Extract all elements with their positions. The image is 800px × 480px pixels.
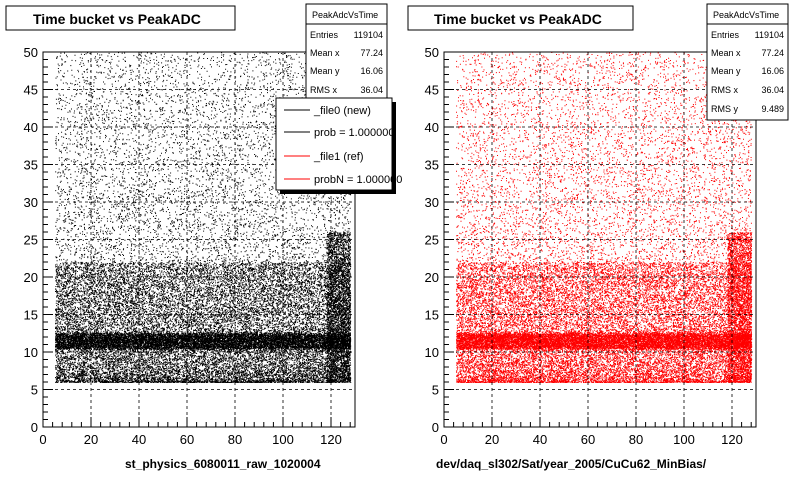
scatter-points — [55, 52, 352, 383]
right-title: Time bucket vs PeakADC — [434, 11, 602, 27]
left-stats-box: PeakAdcVsTime Entries 119104 Mean x 77.2… — [305, 3, 388, 103]
x-tick-label: 100 — [673, 432, 695, 447]
y-tick-label: 45 — [24, 83, 38, 98]
left-caption: st_physics_6080011_raw_1020004 — [125, 457, 321, 471]
right-stat-label: RMS y — [711, 104, 739, 114]
right-caption: dev/daq_sl302/Sat/year_2005/CuCu62_MinBi… — [436, 457, 707, 471]
left-panel: 0 20 40 60 80 100 120 0 5 10 15 20 25 30 35 40 45 50 Time… — [5, 3, 402, 471]
x-tick-label: 60 — [581, 432, 595, 447]
y-tick-label: 5 — [432, 383, 439, 398]
right-stat-value: 119104 — [755, 30, 784, 40]
left-stat-label: Mean x — [310, 48, 340, 58]
left-stat-label: Mean y — [310, 66, 340, 76]
y-tick-label: 30 — [24, 195, 38, 210]
right-stat-label: Mean x — [711, 48, 741, 58]
x-tick-label: 80 — [629, 432, 643, 447]
y-tick-label: 45 — [425, 83, 439, 98]
left-stat-label: Entries — [310, 30, 339, 40]
y-tick-label: 5 — [31, 383, 38, 398]
right-panel: 0 20 40 60 80 100 120 0 5 10 15 20 25 30 35 40 45 50 Time… — [407, 3, 789, 471]
x-tick-label: 0 — [440, 432, 447, 447]
y-tick-label: 15 — [425, 308, 439, 323]
y-tick-label: 20 — [24, 270, 38, 285]
y-tick-label: 10 — [425, 345, 439, 360]
right-stat-value: 77.24 — [761, 48, 784, 58]
x-tick-label: 80 — [228, 432, 242, 447]
left-stat-value: 16.06 — [360, 66, 383, 76]
y-tick-label: 25 — [24, 233, 38, 248]
x-tick-label: 120 — [320, 432, 342, 447]
legend-entry: probN = 1.000000 — [314, 174, 402, 186]
right-stat-value: 9.489 — [761, 104, 784, 114]
y-tick-label: 30 — [425, 195, 439, 210]
left-stat-value: 36.04 — [360, 85, 383, 95]
left-title-box: Time bucket vs PeakADC — [5, 5, 236, 31]
y-tick-label: 35 — [24, 158, 38, 173]
right-stat-label: Mean y — [711, 66, 741, 76]
right-stat-label: Entries — [711, 30, 740, 40]
right-stat-label: RMS x — [711, 85, 739, 95]
y-tick-label: 50 — [425, 45, 439, 60]
x-tick-label: 40 — [132, 432, 146, 447]
x-tick-label: 20 — [84, 432, 98, 447]
y-tick-label: 10 — [24, 345, 38, 360]
left-stat-value: 77.24 — [360, 48, 383, 58]
left-stat-value: 119104 — [354, 30, 383, 40]
x-tick-label: 60 — [180, 432, 194, 447]
right-stat-value: 16.06 — [761, 66, 784, 76]
left-stat-label: RMS x — [310, 85, 338, 95]
x-tick-label: 40 — [533, 432, 547, 447]
y-tick-label: 25 — [425, 233, 439, 248]
left-stats-name: PeakAdcVsTime — [312, 10, 378, 20]
y-tick-label: 35 — [425, 158, 439, 173]
legend-entry: prob = 1.000000 — [314, 127, 394, 139]
legend-entry: _file0 (new) — [313, 105, 371, 117]
x-tick-label: 120 — [721, 432, 743, 447]
right-title-box: Time bucket vs PeakADC — [407, 5, 634, 31]
y-tick-label: 0 — [31, 420, 38, 435]
right-axes: 0 20 40 60 80 100 120 0 5 10 15 20 25 30 35 40 45 50 — [425, 45, 757, 447]
x-tick-label: 0 — [39, 432, 46, 447]
legend-box: _file0 (new) prob = 1.000000 _file1 (ref… — [275, 97, 402, 194]
x-tick-label: 100 — [272, 432, 294, 447]
y-tick-label: 15 — [24, 308, 38, 323]
y-tick-label: 50 — [24, 45, 38, 60]
right-stat-value: 36.04 — [761, 85, 784, 95]
legend-entry: _file1 (ref) — [313, 151, 364, 163]
left-title: Time bucket vs PeakADC — [33, 11, 201, 27]
x-tick-label: 20 — [485, 432, 499, 447]
right-stats-box: PeakAdcVsTime Entries 119104 Mean x 77.2… — [706, 3, 789, 121]
y-tick-label: 0 — [432, 420, 439, 435]
right-stats-name: PeakAdcVsTime — [713, 10, 779, 20]
y-tick-label: 40 — [24, 120, 38, 135]
y-tick-label: 20 — [425, 270, 439, 285]
y-tick-label: 40 — [425, 120, 439, 135]
